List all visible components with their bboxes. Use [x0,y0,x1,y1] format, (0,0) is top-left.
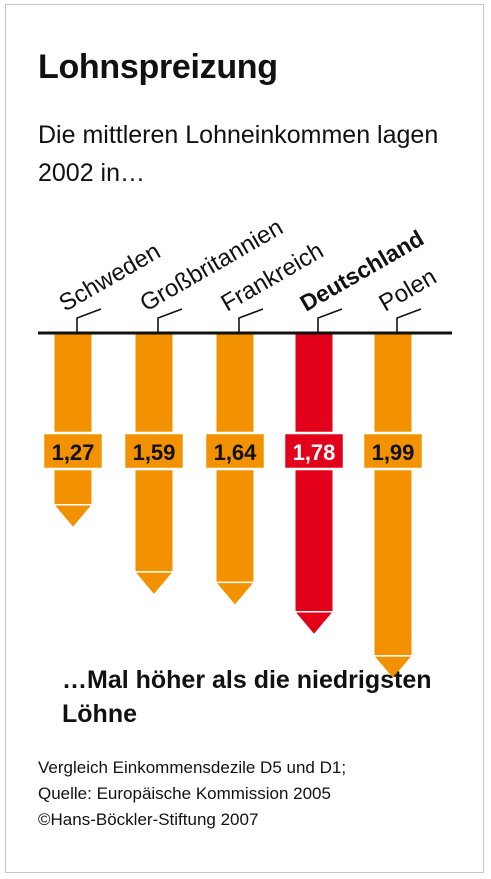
bars-group [54,333,412,678]
footnote-line-2: Quelle: Europäische Kommission 2005 [38,784,331,803]
footnote-line-3: ©Hans-Böckler-Stiftung 2007 [38,810,259,829]
leader-line-frankreich [238,308,264,333]
leader-line-deutschland [317,308,343,333]
bar-schweden [54,333,92,527]
value-label-schweden: 1,27 [52,440,95,465]
bar-deutschland [295,333,333,634]
value-labels-group: 1,27 1,59 1,64 1,78 1,99 [41,431,425,471]
footnote-line-1: Vergleich Einkommensdezile D5 und D1; [38,758,347,777]
value-label-box-polen [361,431,425,471]
leader-line-schweden [76,308,102,333]
leader-line-grossbritannien [157,308,183,333]
value-label-box-frankreich [203,431,267,471]
value-label-box-deutschland [282,431,346,471]
footnote: Vergleich Einkommensdezile D5 und D1; Qu… [38,755,478,833]
value-label-grossbritannien: 1,59 [133,440,176,465]
leader-line-polen [396,308,422,333]
bottom-note: …Mal höher als die niedrigsten Löhne [62,666,432,728]
value-label-polen: 1,99 [372,440,415,465]
value-label-box-grossbritannien [122,431,186,471]
chart-subtitle: Die mittleren Lohneinkommen lagen 2002 i… [38,121,439,187]
value-label-box-schweden [41,431,105,471]
bar-polen [374,333,412,678]
value-label-frankreich: 1,64 [214,440,258,465]
category-labels-group: SchwedenGroßbritannienFrankreichDeutschl… [55,214,441,333]
value-label-deutschland: 1,78 [293,440,336,465]
chart-title: Lohnspreizung [38,48,278,86]
